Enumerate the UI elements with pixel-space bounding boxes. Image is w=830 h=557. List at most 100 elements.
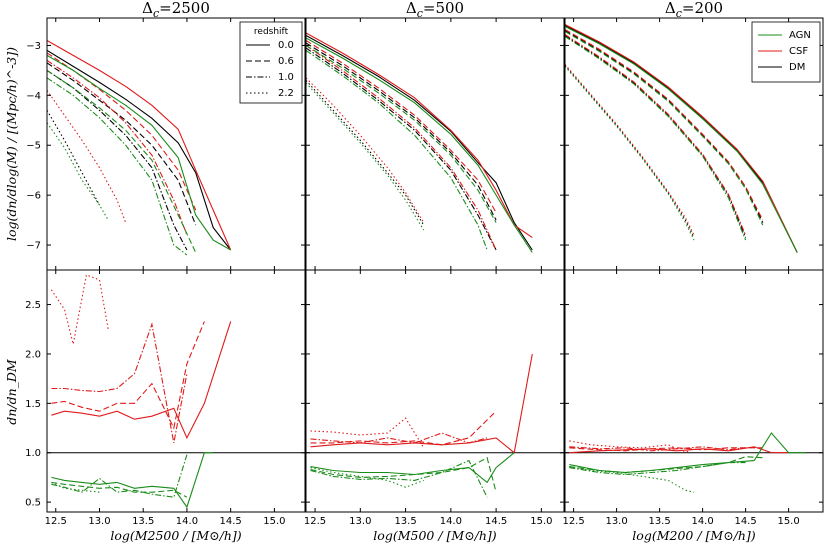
title-value: =200: [682, 0, 723, 17]
line-dm-z06: [565, 30, 764, 223]
title-sub: c: [417, 7, 423, 20]
line-dm-z22: [306, 80, 425, 226]
ratio-csf-z00: [569, 446, 789, 454]
y-tick-label: −7: [26, 241, 41, 252]
line-agn-z22: [565, 66, 695, 241]
legend-label: 1.0: [278, 72, 294, 83]
legend-redshift: redshift 0.0 0.6 1.0 2.2: [239, 21, 303, 104]
line-csf-z22: [306, 77, 425, 223]
x-tick-label: 14.5: [734, 516, 756, 527]
line-agn-z10: [565, 36, 747, 241]
legend-models: AGN CSF DM: [751, 21, 821, 83]
line-csf-z00: [306, 32, 533, 239]
bottom-axes-frame: [564, 269, 824, 513]
title-value: =2500: [159, 0, 210, 17]
title-sub: c: [676, 7, 682, 20]
line-csf-z22: [47, 90, 127, 223]
y-tick-label: 2.5: [25, 300, 41, 311]
legend-box: [239, 21, 303, 104]
panel-3: Δc=200 12.5 13.0 13.5 14.0 14.5 15.0 log(M200 /…: [562, 0, 824, 543]
mass-function-series: [565, 24, 798, 253]
mass-function-series: [47, 40, 232, 256]
title-sub: c: [153, 7, 159, 20]
line-agn-z00: [306, 37, 533, 253]
ratio-series: [565, 432, 823, 493]
x-tick-label: 15.0: [263, 516, 285, 527]
legend-title: redshift: [254, 27, 289, 37]
ratio-agn-z06: [569, 456, 763, 474]
legend-label: 0.6: [278, 56, 294, 67]
line-dm-z00: [306, 35, 533, 251]
ratio-csf-z10: [569, 446, 746, 452]
ratio-agn-z22: [310, 467, 424, 488]
title-delta: Δ: [665, 0, 676, 17]
line-csf-z22: [565, 64, 695, 236]
y-tick-label: 1.0: [25, 448, 41, 459]
ratio-csf-z00: [310, 353, 533, 454]
top-y-axis-label: log(dn/dlog(M) / [(Mpc/h)^-3]): [4, 47, 19, 241]
ratio-csf-z10: [310, 432, 488, 444]
ratio-agn-z10: [310, 459, 488, 498]
ratio-agn-z22: [51, 481, 100, 493]
line-csf-z06: [306, 40, 497, 213]
title-delta: Δ: [406, 0, 417, 17]
y-tick-label: −5: [26, 141, 41, 152]
ratio-csf-z10: [51, 322, 188, 444]
x-tick-label: 12.5: [45, 516, 67, 527]
line-agn-z00: [565, 26, 798, 253]
line-dm-z06: [47, 62, 197, 226]
line-dm-z00: [565, 25, 798, 253]
line-csf-z00: [565, 24, 798, 253]
panel-1: Δc=2500 12.5 13.0 13.5 14.0 14.5 15.0 −7 −6 −5 −4 −…: [25, 0, 306, 543]
bottom-axes-frame: [46, 269, 306, 513]
legend-label: CSF: [789, 46, 808, 57]
y-tick-label: 0.5: [25, 498, 41, 509]
title-delta: Δ: [142, 0, 153, 17]
x-tick-label: 12.5: [304, 516, 326, 527]
y-tick-label: −3: [26, 41, 41, 52]
ratio-agn-z10: [51, 454, 188, 498]
line-agn-z06: [565, 31, 764, 226]
line-agn-z06: [306, 44, 497, 223]
legend-label: 2.2: [278, 88, 294, 99]
x-tick-label: 13.0: [88, 516, 110, 527]
line-csf-z00: [47, 40, 232, 251]
x-tick-label: 14.5: [485, 516, 507, 527]
line-csf-z10: [565, 34, 747, 236]
line-dm-z10: [565, 35, 747, 238]
x-tick-label: 13.5: [132, 516, 154, 527]
panel-title: Δc=500: [406, 0, 464, 20]
ratio-series: [47, 274, 305, 509]
x-tick-label: 14.0: [440, 516, 462, 527]
title-value: =500: [423, 0, 464, 17]
ratio-agn-z10: [569, 462, 746, 476]
ratio-csf-z22: [50, 274, 109, 345]
line-agn-z10: [306, 49, 488, 251]
ratio-csf-z06: [569, 447, 763, 452]
x-tick-label: 13.5: [394, 516, 416, 527]
line-agn-z22: [47, 122, 109, 221]
line-dm-z00: [47, 49, 232, 251]
x-tick-label: 14.0: [176, 516, 198, 527]
x-axis-label: log(M2500 / [M⊙/h]): [110, 528, 241, 543]
ratio-agn-z06: [310, 456, 497, 493]
x-axis-label: log(M200 / [M⊙/h]): [632, 528, 756, 543]
ratio-csf-z00: [51, 321, 232, 440]
legend-box: [751, 21, 821, 83]
line-agn-z10: [47, 77, 188, 256]
ratio-agn-z00: [310, 452, 515, 484]
mass-function-series: [306, 32, 533, 253]
panel-2: Δc=500 12.5 13.0 13.5 14.0 14.5 15.0 log(M500 /…: [304, 0, 565, 543]
panel-title: Δc=200: [665, 0, 723, 20]
legend-label: DM: [789, 62, 805, 73]
line-agn-z00: [47, 54, 231, 251]
x-tick-label: 13.0: [605, 516, 627, 527]
line-dm-z22: [47, 110, 100, 206]
ratio-agn-z06: [51, 481, 188, 498]
y-tick-label: 1.5: [25, 399, 41, 410]
line-agn-z22: [306, 82, 425, 231]
line-csf-z10: [306, 44, 497, 251]
ratio-csf-z06: [310, 410, 497, 446]
x-tick-label: 12.5: [562, 516, 584, 527]
